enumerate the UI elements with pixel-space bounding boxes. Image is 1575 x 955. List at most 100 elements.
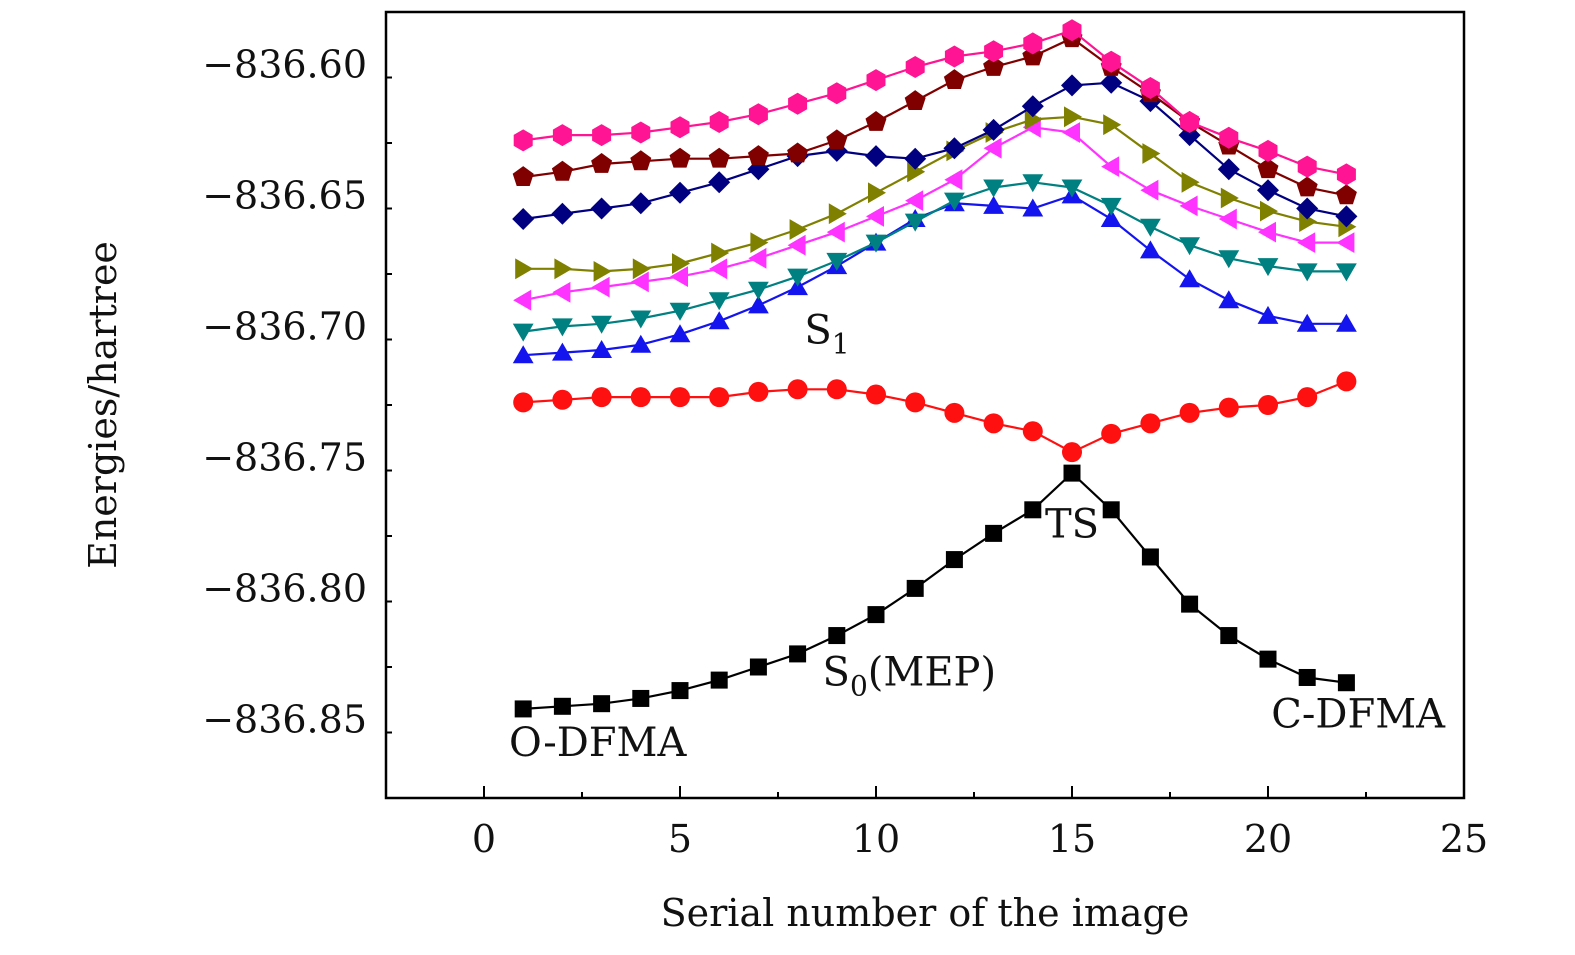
series-8-point [1101,50,1121,73]
series-6-point [1335,205,1358,228]
series-8-point [748,103,768,126]
series-1-point [552,389,573,410]
series-3-point [1336,263,1357,282]
series-6-point [865,145,887,168]
series-2-point [983,195,1004,214]
series-0-point [1337,674,1355,692]
y-tick-label: −836.65 [202,173,367,217]
x-axis-label: Serial number of the image [661,891,1190,935]
series-2-point [1100,209,1122,227]
series-7-point [787,142,809,163]
series-0-point [985,524,1003,542]
y-tick-label: −836.85 [202,697,367,741]
series-8-point [1023,32,1043,55]
series-0-point [1063,464,1081,482]
series-0-point [632,689,650,707]
annotation-s1-text: S [804,307,831,353]
series-8-point [670,116,690,139]
x-tick-label: 15 [1048,817,1096,861]
series-5-point [868,182,886,204]
series-8 [513,19,1356,186]
series-4-point [1101,156,1120,177]
series-1-point [1101,423,1122,444]
x-tick-label: 25 [1440,817,1488,861]
annotation-odfma-text: O-DFMA [509,720,688,766]
series-1-point [1022,421,1043,442]
series-5-point [1064,106,1082,128]
series-1-point [1218,397,1239,418]
series-4-point [670,266,688,287]
series-5-point [593,261,612,282]
series-2-point [708,311,730,330]
series-6-point [590,197,613,220]
series-8-point [1062,19,1082,42]
series-2-point [1257,305,1279,324]
series-5-point [1220,187,1239,209]
series-2-point [669,324,691,343]
series-1-point [866,384,886,405]
series-6-point [982,118,1005,141]
series-6-point [1296,197,1319,220]
series-4-point [748,247,767,269]
series-4-point [1140,179,1159,201]
series-8-line [523,29,1347,176]
series-3-point [708,292,730,311]
y-tick-label: −836.75 [202,435,367,479]
series-6-point [551,202,574,225]
series-0 [514,464,1355,718]
series-5-point [1024,109,1043,130]
series-7-line [523,36,1347,197]
series-8-point [1180,111,1200,133]
series-8-point [827,82,847,105]
series-6-point [1061,74,1083,97]
series-4-point [983,137,1002,159]
series-8-point [905,56,925,78]
series-6-line [523,81,1347,221]
annotation-s0: S0(MEP) [823,649,997,702]
series-4-point [1218,208,1237,230]
series-0-point [789,645,807,663]
series-2-point [630,334,652,353]
x-tick-label: 20 [1244,817,1292,861]
series-4-point [630,271,649,293]
series-3-point [552,318,573,337]
series-3-point [944,192,965,211]
series-8-point [984,40,1004,63]
series-1-point [1140,413,1161,434]
series-4-point [826,221,845,243]
series-8-point [631,121,651,144]
series-2-point [748,295,769,314]
series-3-point [1022,174,1044,193]
series-7-point [1257,158,1279,179]
series-3-point [1296,263,1318,282]
series-1-point [905,392,926,413]
series-3-point [826,252,848,271]
series-8-point [552,124,572,147]
series-3-point [1100,197,1122,216]
series-5-point [750,232,769,253]
series-3-point [512,323,534,342]
series-0-point [1181,595,1199,613]
series-1-point [826,379,847,400]
series-6-point [943,137,966,160]
series-5 [515,106,1357,282]
series-6-point [629,192,652,215]
series-0-point [1298,668,1316,686]
annotation-s0-text: S [823,649,850,695]
series-5-point [515,258,534,280]
series-7-point [983,56,1005,76]
series-7-point [1335,184,1357,205]
series-5-point [632,258,651,280]
series-4-point [905,190,924,211]
y-tick-label: −836.70 [202,304,367,348]
series-5-point [711,242,730,264]
series-6-point [904,147,927,170]
series-8-point [788,92,808,115]
series-7-point [708,147,730,168]
series-3-point [630,310,652,329]
series-0-point [867,606,885,624]
series-2-point [1022,198,1044,217]
series-7-point [826,129,848,150]
series-7 [512,27,1357,205]
annotation-s0-suffix: (MEP) [868,649,996,695]
